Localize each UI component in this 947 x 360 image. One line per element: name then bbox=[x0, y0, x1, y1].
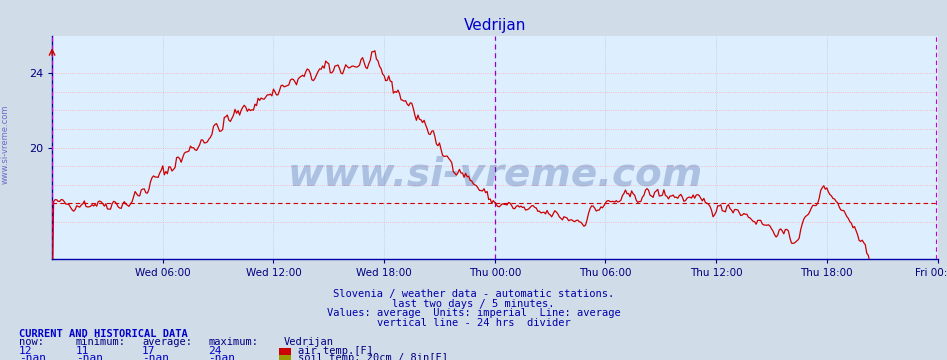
Text: minimum:: minimum: bbox=[76, 337, 126, 347]
Text: CURRENT AND HISTORICAL DATA: CURRENT AND HISTORICAL DATA bbox=[19, 329, 188, 339]
Text: maximum:: maximum: bbox=[208, 337, 259, 347]
Text: last two days / 5 minutes.: last two days / 5 minutes. bbox=[392, 299, 555, 309]
Text: -nan: -nan bbox=[142, 353, 170, 360]
Title: Vedrijan: Vedrijan bbox=[464, 18, 526, 33]
Text: Vedrijan: Vedrijan bbox=[284, 337, 334, 347]
Text: -nan: -nan bbox=[19, 353, 46, 360]
Text: Values: average  Units: imperial  Line: average: Values: average Units: imperial Line: av… bbox=[327, 309, 620, 319]
Text: 11: 11 bbox=[76, 346, 89, 356]
Text: -nan: -nan bbox=[76, 353, 103, 360]
Text: now:: now: bbox=[19, 337, 44, 347]
Text: soil temp. 20cm / 8in[F]: soil temp. 20cm / 8in[F] bbox=[298, 353, 448, 360]
Text: Slovenia / weather data - automatic stations.: Slovenia / weather data - automatic stat… bbox=[333, 289, 614, 299]
Text: vertical line - 24 hrs  divider: vertical line - 24 hrs divider bbox=[377, 318, 570, 328]
Text: www.si-vreme.com: www.si-vreme.com bbox=[287, 156, 703, 193]
Text: 17: 17 bbox=[142, 346, 155, 356]
Text: www.si-vreme.com: www.si-vreme.com bbox=[0, 104, 9, 184]
Text: -nan: -nan bbox=[208, 353, 236, 360]
Text: 24: 24 bbox=[208, 346, 222, 356]
Text: average:: average: bbox=[142, 337, 192, 347]
Text: 12: 12 bbox=[19, 346, 32, 356]
Text: air temp.[F]: air temp.[F] bbox=[298, 346, 373, 356]
